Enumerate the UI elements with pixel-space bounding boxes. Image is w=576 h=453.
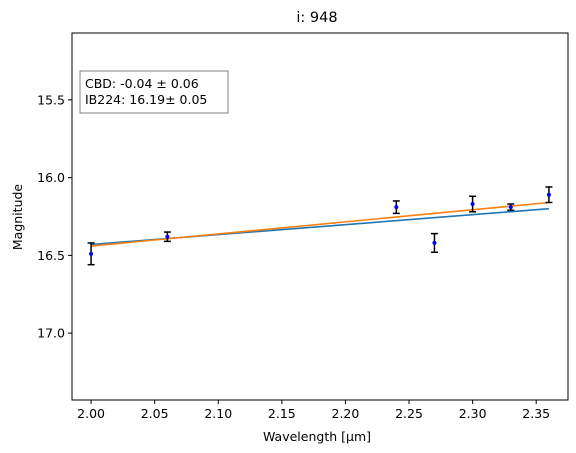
data-point bbox=[89, 251, 94, 256]
axes: 2.00 2.05 2.10 2.15 2.20 2.25 2.30 2.35 15.5 16.0… bbox=[37, 32, 569, 421]
data-point-group bbox=[392, 200, 400, 215]
x-tick-label: 2.30 bbox=[459, 406, 487, 421]
y-tick-label: 15.5 bbox=[37, 92, 65, 107]
data-point-group bbox=[430, 232, 438, 254]
y-axis-label: Magnitude bbox=[10, 184, 25, 251]
y-tick-label: 16.5 bbox=[37, 248, 65, 263]
axes-frame bbox=[71, 32, 569, 401]
x-tick-label: 2.05 bbox=[141, 406, 169, 421]
data-point bbox=[394, 205, 399, 210]
x-tick-label: 2.00 bbox=[77, 406, 105, 421]
data-point-group bbox=[87, 242, 95, 266]
data-point-group bbox=[545, 186, 553, 204]
data-point bbox=[432, 240, 437, 245]
x-tick-label: 2.10 bbox=[204, 406, 232, 421]
x-tick-label: 2.15 bbox=[268, 406, 296, 421]
x-tick-label: 2.25 bbox=[395, 406, 423, 421]
data-point bbox=[546, 192, 551, 197]
annotation-cbd: CBD: -0.04 ± 0.06 bbox=[85, 76, 199, 91]
y-tick-label: 17.0 bbox=[37, 326, 65, 341]
x-axis-label: Wavelength [µm] bbox=[263, 429, 371, 444]
chart-title: i: 948 bbox=[296, 10, 337, 26]
y-tick-label: 16.0 bbox=[37, 170, 65, 185]
x-tick-label: 2.20 bbox=[332, 406, 360, 421]
data-point bbox=[165, 234, 170, 239]
annotation-box: CBD: -0.04 ± 0.06 IB224: 16.19± 0.05 bbox=[79, 70, 229, 114]
data-point-group bbox=[163, 231, 171, 243]
data-point-group bbox=[469, 195, 477, 213]
annotation-frame bbox=[79, 70, 229, 114]
plot-area bbox=[87, 186, 553, 266]
data-point-group bbox=[507, 203, 515, 212]
data-point bbox=[508, 205, 513, 210]
annotation-ib224: IB224: 16.19± 0.05 bbox=[85, 92, 207, 107]
x-tick-label: 2.35 bbox=[522, 406, 550, 421]
data-point bbox=[470, 202, 475, 207]
